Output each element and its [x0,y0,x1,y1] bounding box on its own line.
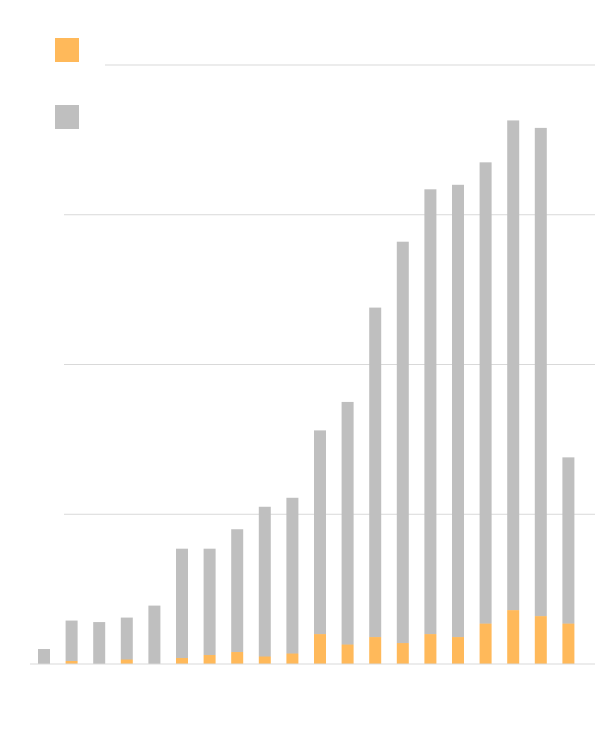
bar-series-2-category-17 [479,162,492,624]
bar-series-1-category-12 [341,644,354,664]
bar-series-1-category-13 [369,637,382,664]
bar-series-2-category-1 [38,649,50,664]
bar-series-1-category-10 [286,653,299,664]
legend-item-series-1 [55,38,89,62]
bar-series-2-category-19 [534,127,547,617]
bar-series-1-category-17 [479,623,492,664]
bar-series-1-category-8 [231,652,244,664]
bar-series-2-category-11 [314,430,326,635]
legend-swatch-series-2 [55,105,79,129]
bar-series-1-category-19 [534,616,547,664]
bar-series-2-category-5 [148,605,161,664]
bar-series-2-category-20 [562,457,575,624]
bar-series-1-category-18 [507,610,520,664]
bar-series-2-category-6 [176,548,188,659]
bar-series-2-category-4 [120,617,133,660]
bars [38,120,575,664]
bar-series-2-category-12 [341,401,354,645]
bar-series-2-category-18 [507,120,520,611]
gridlines [64,64,595,515]
bar-series-2-category-10 [286,497,299,654]
bar-series-2-category-3 [93,622,106,664]
bar-series-2-category-16 [452,184,464,638]
bar-series-1-category-15 [424,634,437,664]
legend-swatch-series-1 [55,38,79,62]
bar-series-2-category-15 [424,189,437,635]
bar-series-1-category-2 [65,661,78,664]
bar-series-1-category-6 [176,658,188,664]
bar-series-1-category-14 [396,643,409,664]
bar-series-2-category-7 [203,548,216,656]
bar-series-2-category-8 [231,529,244,653]
bar-series-1-category-16 [452,637,464,664]
bar-series-1-category-4 [120,659,133,664]
legend-item-series-2 [55,105,89,129]
bar-series-1-category-7 [203,655,216,664]
bar-series-1-category-11 [314,634,326,664]
bar-series-1-category-20 [562,623,575,664]
bar-series-2-category-14 [396,241,409,644]
bar-series-1-category-9 [258,656,271,664]
bar-series-2-category-13 [369,307,382,638]
bar-series-2-category-2 [65,620,78,661]
bar-series-2-category-9 [258,506,271,657]
